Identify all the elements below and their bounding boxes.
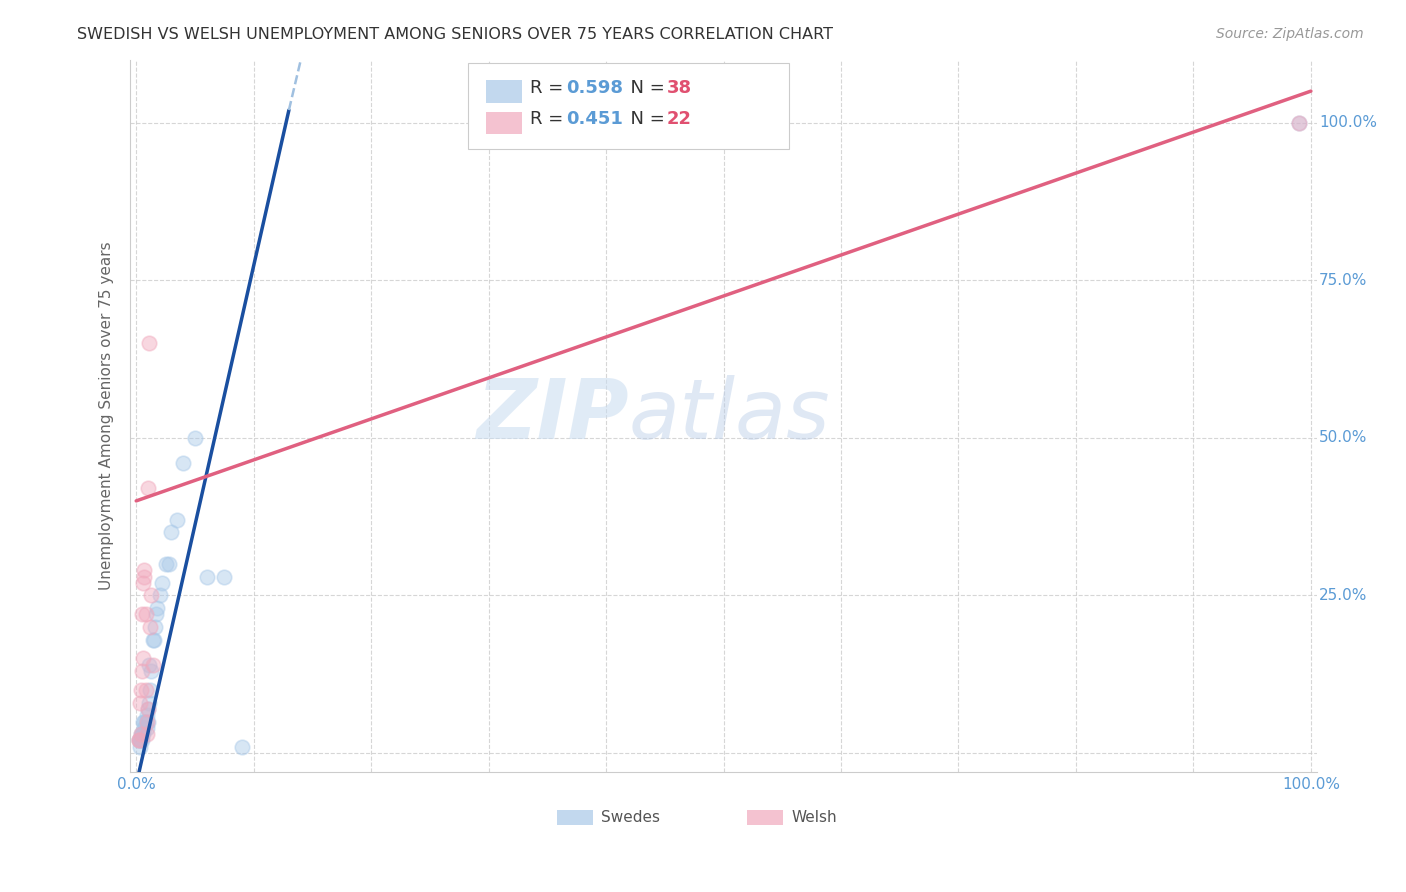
Text: N =: N = [619, 79, 671, 97]
Text: 0.598: 0.598 [565, 79, 623, 97]
Point [135, 607, 157, 622]
Text: N =: N = [619, 111, 671, 128]
Point [138, 657, 160, 672]
Point [135, 727, 157, 741]
Point [139, 620, 162, 634]
Point [142, 657, 165, 672]
Point [129, 727, 152, 741]
Point [141, 589, 163, 603]
Y-axis label: Unemployment Among Seniors over 75 years: Unemployment Among Seniors over 75 years [100, 242, 114, 591]
Text: 50.0%: 50.0% [1319, 430, 1368, 445]
Point [136, 702, 159, 716]
Point [172, 456, 194, 470]
Point [150, 575, 173, 590]
Text: Welsh: Welsh [792, 810, 837, 825]
Text: atlas: atlas [628, 376, 831, 457]
Point [1288, 115, 1310, 129]
Point [141, 664, 163, 678]
FancyBboxPatch shape [486, 80, 522, 103]
Point [135, 683, 157, 698]
Point [136, 481, 159, 495]
Point [143, 620, 166, 634]
Point [135, 714, 157, 729]
Point [195, 569, 218, 583]
Point [132, 575, 155, 590]
Point [145, 607, 167, 622]
Text: R =: R = [530, 79, 569, 97]
Point [138, 696, 160, 710]
Point [132, 651, 155, 665]
Point [128, 739, 150, 754]
Text: ZIP: ZIP [477, 376, 628, 457]
Point [131, 733, 153, 747]
Point [128, 696, 150, 710]
Point [139, 683, 162, 698]
Point [129, 733, 152, 747]
Point [131, 727, 153, 741]
FancyBboxPatch shape [747, 810, 783, 825]
Point [129, 683, 152, 698]
Point [146, 601, 169, 615]
Text: 38: 38 [666, 79, 692, 97]
Text: 100.0%: 100.0% [1319, 115, 1376, 130]
Point [136, 714, 159, 729]
Text: 0.451: 0.451 [565, 111, 623, 128]
Point [149, 589, 172, 603]
Point [128, 733, 150, 747]
Text: 75.0%: 75.0% [1319, 273, 1368, 288]
FancyBboxPatch shape [557, 810, 593, 825]
Point [142, 632, 165, 647]
Point [136, 702, 159, 716]
Point [157, 557, 180, 571]
Point [135, 708, 157, 723]
Point [128, 733, 150, 747]
Text: Swedes: Swedes [602, 810, 661, 825]
Point [134, 563, 156, 577]
Point [129, 727, 152, 741]
Point [231, 739, 253, 754]
Point [184, 431, 207, 445]
Point [131, 664, 153, 678]
Point [128, 733, 150, 747]
Point [142, 632, 165, 647]
Point [134, 569, 156, 583]
Point [160, 525, 183, 540]
Point [138, 336, 160, 351]
Point [155, 557, 177, 571]
Text: 22: 22 [666, 111, 692, 128]
FancyBboxPatch shape [486, 112, 522, 135]
Point [131, 727, 153, 741]
Point [134, 714, 156, 729]
Text: 25.0%: 25.0% [1319, 588, 1368, 603]
Point [134, 721, 156, 735]
Point [128, 733, 150, 747]
Point [132, 714, 155, 729]
Text: Source: ZipAtlas.com: Source: ZipAtlas.com [1216, 27, 1364, 41]
Point [166, 513, 188, 527]
Point [131, 607, 153, 622]
FancyBboxPatch shape [468, 63, 789, 149]
Point [135, 714, 157, 729]
Text: SWEDISH VS WELSH UNEMPLOYMENT AMONG SENIORS OVER 75 YEARS CORRELATION CHART: SWEDISH VS WELSH UNEMPLOYMENT AMONG SENI… [77, 27, 834, 42]
Point [1288, 115, 1310, 129]
Point [132, 727, 155, 741]
Text: R =: R = [530, 111, 569, 128]
Point [135, 721, 157, 735]
Point [214, 569, 236, 583]
